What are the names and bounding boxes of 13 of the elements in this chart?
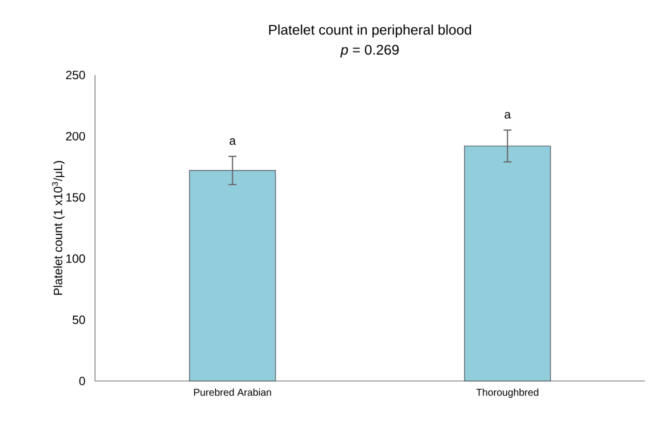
y-tick-label: 0 xyxy=(79,376,86,386)
x-tick-label: Purebred Arabian xyxy=(194,388,272,396)
chart-subtitle: p = 0.269 xyxy=(340,44,399,58)
chart-title: Platelet count in peripheral blood xyxy=(269,24,472,38)
y-tick-label: 250 xyxy=(66,70,86,80)
x-tick-label: Thoroughbred xyxy=(476,388,538,398)
y-axis-title: Platelet count (1 x10$^{3}$/μL) xyxy=(52,161,65,295)
y-tick-label: 50 xyxy=(72,316,86,324)
y-tick-label: 100 xyxy=(66,254,86,263)
annotation: a xyxy=(230,138,236,145)
annotation: a xyxy=(504,112,511,119)
y-tick-label: 200 xyxy=(66,132,86,140)
y-tick-label: 150 xyxy=(66,193,86,202)
